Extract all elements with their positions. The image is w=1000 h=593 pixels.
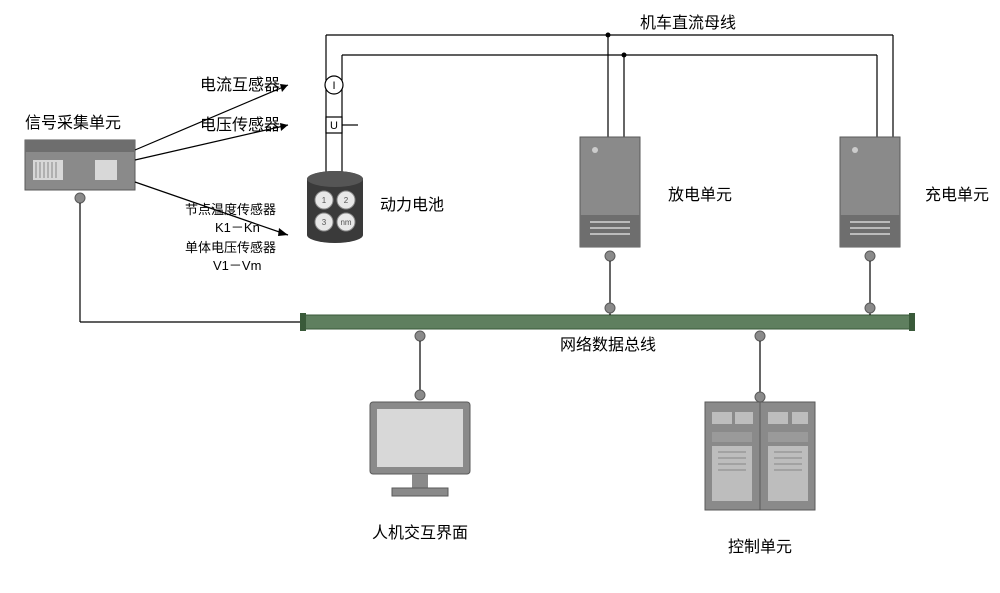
hmi-label: 人机交互界面 — [372, 524, 468, 542]
signal-acquisition-unit — [25, 140, 135, 190]
svg-text:I: I — [332, 80, 335, 92]
dc-bus-label: 机车直流母线 — [640, 14, 736, 32]
svg-text:nm: nm — [340, 218, 351, 227]
discharge-unit-label: 放电单元 — [668, 186, 732, 204]
network-bus-label: 网络数据总线 — [560, 335, 656, 354]
voltage-sensor: U — [326, 117, 358, 133]
current-transformer-label: 电流互感器 — [200, 76, 280, 94]
signal-unit-label: 信号采集单元 — [25, 114, 121, 132]
svg-text:2: 2 — [344, 196, 349, 205]
temp-sensor-label-1: 节点温度传感器 — [185, 202, 276, 217]
cell-voltage-label-2: V1－Vm — [213, 258, 261, 273]
svg-text:3: 3 — [322, 218, 327, 227]
network-data-bus — [305, 315, 910, 329]
discharge-unit — [580, 137, 640, 247]
cell-voltage-label-1: 单体电压传感器 — [185, 240, 276, 255]
control-unit-cabinet — [705, 402, 815, 510]
voltage-sensor-label: 电压传感器 — [200, 116, 280, 134]
svg-text:U: U — [330, 120, 338, 132]
battery-label: 动力电池 — [380, 196, 444, 214]
current-transformer: I — [325, 76, 343, 94]
control-unit-label: 控制单元 — [728, 538, 792, 556]
svg-text:1: 1 — [322, 196, 327, 205]
battery-pack: 1 2 3 nm — [307, 171, 363, 243]
temp-sensor-label-2: K1－Kn — [215, 220, 260, 235]
charge-unit — [840, 137, 900, 247]
charge-unit-label: 充电单元 — [925, 186, 989, 204]
hmi-monitor — [370, 402, 470, 496]
